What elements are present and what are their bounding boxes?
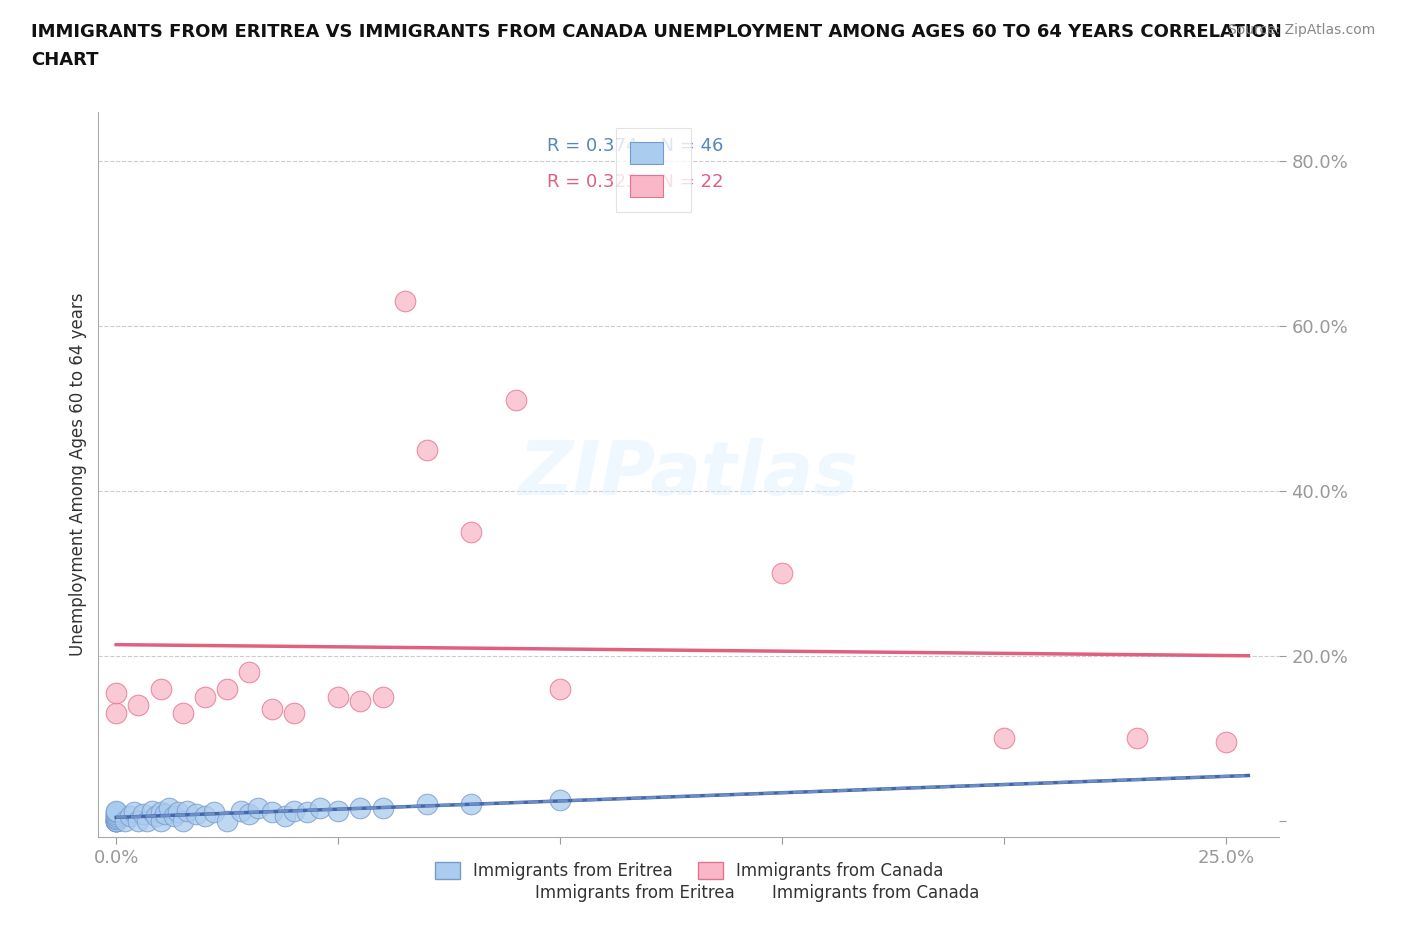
- Text: R = 0.374    N = 46: R = 0.374 N = 46: [547, 137, 724, 155]
- Point: [149, 804, 172, 819]
- Point: [114, 813, 136, 828]
- Point: [127, 698, 149, 712]
- Point: [328, 689, 350, 704]
- Point: [105, 685, 128, 700]
- Point: [202, 804, 225, 819]
- Point: [145, 809, 167, 824]
- Point: [229, 804, 252, 818]
- Point: [371, 801, 394, 816]
- Point: [132, 806, 155, 821]
- Point: [172, 706, 194, 721]
- Point: [260, 702, 283, 717]
- Point: [105, 809, 128, 824]
- Point: [238, 806, 260, 821]
- Point: [105, 804, 128, 818]
- Point: [260, 804, 283, 819]
- Point: [247, 801, 270, 816]
- Point: [993, 731, 1015, 746]
- Point: [295, 804, 318, 819]
- Point: [105, 804, 128, 819]
- Point: [217, 813, 239, 828]
- Point: [274, 809, 297, 824]
- Point: [548, 792, 571, 807]
- Point: [105, 809, 128, 824]
- Point: [283, 706, 305, 721]
- Point: [416, 442, 439, 457]
- Point: [118, 809, 141, 824]
- Text: Source: ZipAtlas.com: Source: ZipAtlas.com: [1227, 23, 1375, 37]
- Point: [371, 689, 394, 704]
- Point: [460, 797, 482, 812]
- Legend: Immigrants from Eritrea, Immigrants from Canada: Immigrants from Eritrea, Immigrants from…: [427, 856, 950, 886]
- Point: [105, 806, 128, 821]
- Point: [153, 806, 176, 821]
- Point: [136, 813, 159, 828]
- Point: [194, 689, 217, 704]
- Point: [416, 797, 439, 812]
- Point: [548, 681, 571, 696]
- Text: IMMIGRANTS FROM ERITREA VS IMMIGRANTS FROM CANADA UNEMPLOYMENT AMONG AGES 60 TO : IMMIGRANTS FROM ERITREA VS IMMIGRANTS FR…: [31, 23, 1282, 41]
- Point: [105, 811, 128, 827]
- Point: [105, 811, 128, 826]
- Point: [309, 801, 332, 816]
- Point: [141, 804, 163, 818]
- Text: Immigrants from Eritrea: Immigrants from Eritrea: [536, 884, 735, 902]
- Y-axis label: Unemployment Among Ages 60 to 64 years: Unemployment Among Ages 60 to 64 years: [69, 293, 87, 656]
- Point: [176, 804, 198, 818]
- Point: [159, 801, 181, 816]
- Point: [217, 681, 239, 696]
- Point: [328, 804, 350, 818]
- Point: [105, 813, 128, 828]
- Point: [394, 294, 416, 309]
- Text: R = 0.323    N = 22: R = 0.323 N = 22: [547, 173, 724, 192]
- Point: [105, 813, 128, 828]
- Text: Immigrants from Canada: Immigrants from Canada: [772, 884, 979, 902]
- Point: [770, 565, 793, 580]
- Point: [105, 813, 128, 828]
- Point: [238, 665, 260, 680]
- Point: [167, 804, 190, 819]
- Text: ZIPatlas: ZIPatlas: [519, 438, 859, 511]
- Point: [149, 813, 172, 828]
- Point: [283, 804, 305, 818]
- Point: [460, 525, 482, 539]
- Point: [105, 813, 128, 828]
- Point: [127, 813, 149, 828]
- Point: [172, 813, 194, 828]
- Point: [149, 681, 172, 696]
- Point: [1215, 735, 1237, 750]
- Point: [194, 809, 217, 824]
- Point: [163, 809, 186, 824]
- Point: [349, 801, 371, 816]
- Text: CHART: CHART: [31, 51, 98, 69]
- Point: [1126, 731, 1149, 746]
- Point: [105, 813, 128, 828]
- Point: [122, 804, 145, 819]
- Point: [105, 706, 128, 721]
- Point: [184, 806, 207, 821]
- Point: [349, 694, 371, 709]
- Point: [505, 392, 527, 407]
